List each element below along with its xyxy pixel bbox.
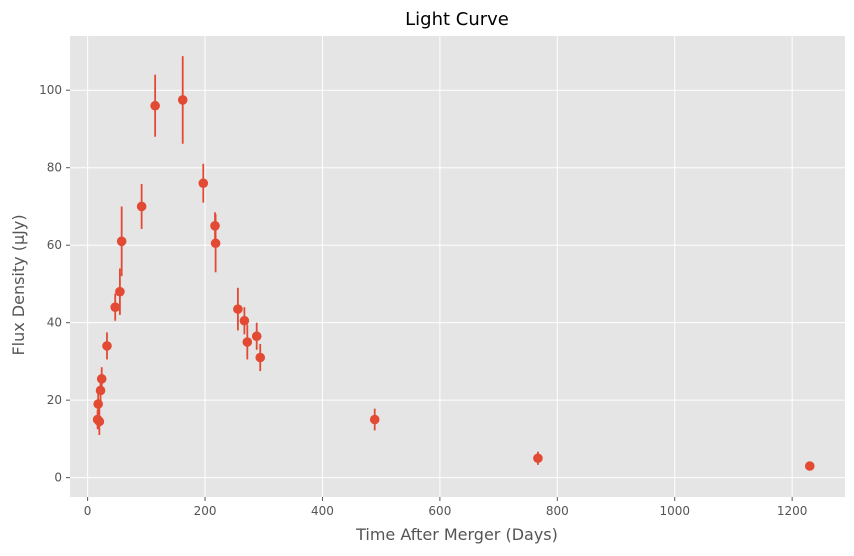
data-point xyxy=(533,453,543,464)
x-tick-label: 1200 xyxy=(777,504,808,518)
chart-title: Light Curve xyxy=(405,9,509,30)
y-tick-label: 40 xyxy=(47,316,62,330)
x-tick-label: 0 xyxy=(84,504,92,518)
y-axis-label: Flux Density (μJy) xyxy=(9,214,28,355)
data-point xyxy=(369,414,380,425)
data-point xyxy=(150,100,160,111)
y-tick-label: 20 xyxy=(47,393,62,407)
data-point xyxy=(96,374,107,384)
y-axis-ticks: 0 20 40 60 80 100 xyxy=(39,83,70,485)
y-tick-label: 60 xyxy=(47,238,62,252)
data-point xyxy=(94,416,105,427)
data-point xyxy=(102,341,112,351)
plot-area xyxy=(70,36,845,497)
data-point xyxy=(233,304,243,314)
data-point xyxy=(110,302,121,312)
x-axis-ticks: 0 200 400 600 800 1000 1200 xyxy=(84,497,808,518)
data-point xyxy=(93,399,103,409)
x-axis-label: Time After Merger (Days) xyxy=(355,525,558,544)
y-tick-label: 80 xyxy=(47,161,62,175)
y-gridlines xyxy=(70,89,845,479)
data-point xyxy=(115,286,125,297)
data-point xyxy=(210,221,220,231)
data-point xyxy=(136,201,147,212)
data-point xyxy=(239,315,250,326)
x-tick-label: 1000 xyxy=(659,504,690,518)
data-point xyxy=(95,385,106,396)
x-tick-label: 800 xyxy=(546,504,569,518)
x-tick-label: 200 xyxy=(194,504,217,518)
x-tick-label: 400 xyxy=(311,504,334,518)
x-tick-label: 600 xyxy=(428,504,451,518)
data-point xyxy=(210,238,221,249)
data-points xyxy=(92,95,815,471)
data-point xyxy=(255,352,266,363)
data-point xyxy=(116,236,127,247)
y-tick-label: 0 xyxy=(54,471,62,485)
data-point xyxy=(177,95,188,105)
x-gridlines xyxy=(87,36,793,497)
data-point xyxy=(251,331,262,342)
data-point xyxy=(198,178,209,189)
data-point xyxy=(242,337,253,347)
data-point xyxy=(804,461,815,471)
y-tick-label: 100 xyxy=(39,83,62,97)
